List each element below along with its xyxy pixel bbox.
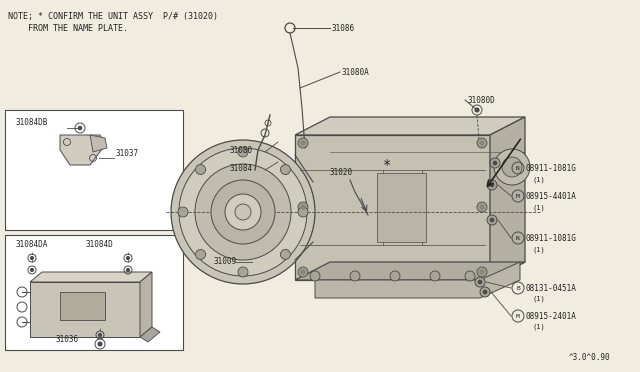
Circle shape xyxy=(477,202,487,212)
Circle shape xyxy=(238,147,248,157)
Circle shape xyxy=(479,205,484,209)
Text: 08911-1081G: 08911-1081G xyxy=(526,234,577,243)
Text: 31084DB: 31084DB xyxy=(15,118,47,127)
Circle shape xyxy=(99,334,102,337)
Bar xyxy=(30,282,140,337)
Text: 31080A: 31080A xyxy=(342,68,370,77)
Text: 08915-2401A: 08915-2401A xyxy=(526,312,577,321)
Polygon shape xyxy=(295,135,490,280)
Text: 08915-4401A: 08915-4401A xyxy=(526,192,577,201)
Bar xyxy=(5,235,183,350)
Text: 31084DA: 31084DA xyxy=(15,240,47,249)
Circle shape xyxy=(298,207,308,217)
Circle shape xyxy=(487,215,497,225)
Polygon shape xyxy=(140,327,160,342)
Circle shape xyxy=(350,271,360,281)
Circle shape xyxy=(298,138,308,148)
Circle shape xyxy=(31,257,33,260)
Text: (1): (1) xyxy=(533,296,546,302)
Circle shape xyxy=(502,157,522,177)
Circle shape xyxy=(280,250,291,259)
Polygon shape xyxy=(140,272,152,337)
Text: 31084: 31084 xyxy=(230,164,253,173)
Circle shape xyxy=(310,271,320,281)
Text: NOTE; * CONFIRM THE UNIT ASSY  P/# (31020): NOTE; * CONFIRM THE UNIT ASSY P/# (31020… xyxy=(8,12,218,21)
Text: 31084D: 31084D xyxy=(85,240,113,249)
Text: (1): (1) xyxy=(533,324,546,330)
Text: FROM THE NAME PLATE.: FROM THE NAME PLATE. xyxy=(8,24,128,33)
Text: 31086: 31086 xyxy=(332,24,355,33)
Circle shape xyxy=(196,164,205,174)
Circle shape xyxy=(490,183,494,187)
Circle shape xyxy=(178,207,188,217)
Text: 31020: 31020 xyxy=(330,167,353,176)
Circle shape xyxy=(196,250,205,259)
Text: 31080D: 31080D xyxy=(467,96,495,105)
Circle shape xyxy=(211,180,275,244)
Circle shape xyxy=(298,202,308,212)
Circle shape xyxy=(483,290,487,294)
Text: (1): (1) xyxy=(533,176,546,183)
Text: *: * xyxy=(383,158,391,172)
Circle shape xyxy=(465,271,475,281)
Polygon shape xyxy=(30,272,152,282)
Text: 31080: 31080 xyxy=(230,145,253,154)
Circle shape xyxy=(477,138,487,148)
Bar xyxy=(5,110,183,230)
Text: (1): (1) xyxy=(533,204,546,211)
Circle shape xyxy=(490,158,500,168)
Circle shape xyxy=(493,161,497,165)
Text: ^3.0^0.90: ^3.0^0.90 xyxy=(568,353,610,362)
Circle shape xyxy=(195,164,291,260)
Circle shape xyxy=(98,342,102,346)
Text: M: M xyxy=(516,193,520,199)
Bar xyxy=(377,173,426,242)
Circle shape xyxy=(127,257,129,260)
Circle shape xyxy=(475,277,485,287)
Circle shape xyxy=(238,267,248,277)
Polygon shape xyxy=(295,262,525,280)
Circle shape xyxy=(280,164,291,174)
Circle shape xyxy=(479,141,484,145)
Text: 08911-1081G: 08911-1081G xyxy=(526,164,577,173)
Text: N: N xyxy=(516,166,520,170)
Text: M: M xyxy=(516,314,520,318)
Text: 31036: 31036 xyxy=(55,335,78,344)
Circle shape xyxy=(430,271,440,281)
Circle shape xyxy=(225,194,261,230)
Circle shape xyxy=(390,271,400,281)
Circle shape xyxy=(477,267,487,277)
Bar xyxy=(60,292,105,320)
Circle shape xyxy=(475,108,479,112)
Circle shape xyxy=(171,140,315,284)
Text: N: N xyxy=(516,235,520,241)
Circle shape xyxy=(478,280,482,284)
Circle shape xyxy=(301,141,305,145)
Text: B: B xyxy=(516,285,520,291)
Circle shape xyxy=(301,269,305,275)
Text: 08131-0451A: 08131-0451A xyxy=(526,284,577,293)
Polygon shape xyxy=(315,262,520,298)
Text: 31037: 31037 xyxy=(115,148,138,157)
Circle shape xyxy=(235,204,251,220)
Circle shape xyxy=(298,267,308,277)
Text: 31009: 31009 xyxy=(213,257,236,266)
Polygon shape xyxy=(295,117,525,135)
Text: (1): (1) xyxy=(533,246,546,253)
Circle shape xyxy=(301,205,305,209)
Circle shape xyxy=(78,126,82,130)
Circle shape xyxy=(490,218,494,222)
Circle shape xyxy=(31,269,33,272)
Circle shape xyxy=(487,180,497,190)
Polygon shape xyxy=(60,135,105,165)
Polygon shape xyxy=(490,117,525,280)
Circle shape xyxy=(494,149,530,185)
Circle shape xyxy=(479,269,484,275)
Polygon shape xyxy=(90,135,107,152)
Circle shape xyxy=(127,269,129,272)
Circle shape xyxy=(179,148,307,276)
Circle shape xyxy=(480,287,490,297)
